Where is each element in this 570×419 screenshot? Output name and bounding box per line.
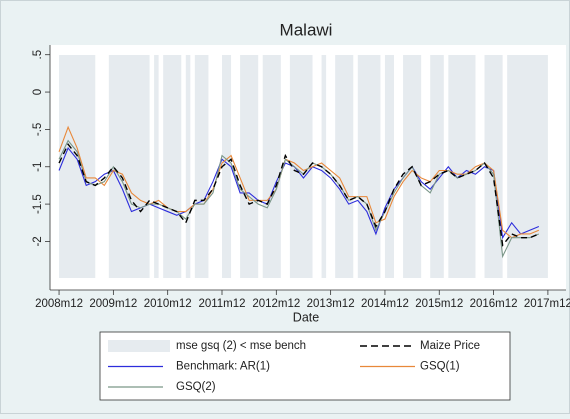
shaded-band (289, 55, 313, 278)
legend-label: Maize Price (420, 340, 480, 352)
shaded-band (59, 55, 96, 278)
shaded-band (222, 55, 232, 278)
shaded-band (154, 55, 159, 278)
shaded-band (194, 55, 209, 278)
x-tick-label: 2016m12 (470, 298, 518, 310)
series-line (58, 143, 540, 247)
shaded-band (357, 55, 381, 278)
x-tick-label: 2014m12 (361, 298, 409, 310)
y-tick-label: -1.5 (32, 194, 44, 214)
shaded-band (240, 55, 259, 278)
x-tick-label: 2010m12 (144, 298, 192, 310)
y-tick-label: -1 (32, 162, 44, 172)
legend-label: GSQ(2) (176, 381, 216, 393)
y-tick-label: .5 (32, 50, 44, 60)
x-tick-label: 2009m12 (89, 298, 137, 310)
chart-title: Malawi (280, 20, 333, 39)
y-tick-label: -2 (32, 236, 44, 246)
shaded-band (384, 55, 394, 278)
shaded-band (335, 55, 354, 278)
x-tick-label: 2015m12 (415, 298, 463, 310)
y-tick-label: 0 (32, 89, 44, 95)
series-line (58, 125, 540, 239)
shaded-band (185, 55, 191, 278)
shaded-band (430, 55, 444, 278)
shaded-band (484, 55, 503, 278)
shaded-band (507, 55, 548, 278)
legend-box (99, 331, 511, 401)
x-axis-title: Date (293, 310, 319, 324)
legend-swatch (108, 340, 170, 352)
legend-label: mse gsq (2) < mse bench (176, 340, 306, 352)
shaded-band (108, 55, 150, 278)
shaded-band (163, 55, 182, 278)
x-tick-label: 2013m12 (307, 298, 355, 310)
legend-label: Benchmark: AR(1) (176, 361, 270, 373)
shaded-band (321, 55, 327, 278)
x-tick-label: 2008m12 (35, 298, 83, 310)
legend-label: GSQ(1) (420, 361, 460, 373)
x-tick-label: 2012m12 (252, 298, 300, 310)
x-tick-label: 2011m12 (198, 298, 245, 310)
x-tick-label: 2017m12 (524, 298, 570, 310)
y-tick-label: -.5 (32, 123, 44, 136)
shaded-band (262, 55, 281, 278)
shaded-band (448, 55, 476, 278)
